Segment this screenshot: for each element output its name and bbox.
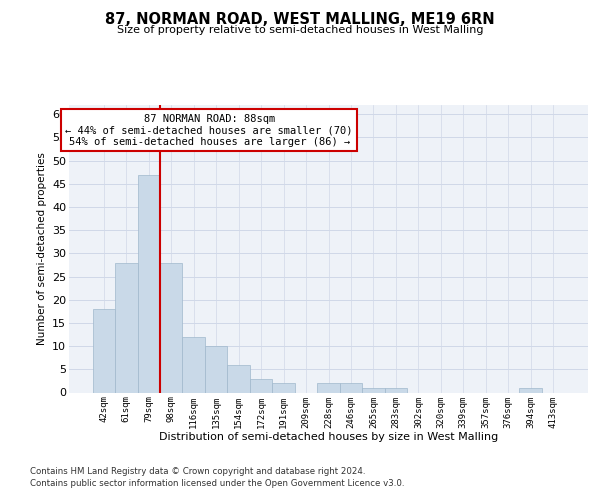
Bar xyxy=(340,383,362,392)
Bar xyxy=(272,383,295,392)
Text: Contains HM Land Registry data © Crown copyright and database right 2024.: Contains HM Land Registry data © Crown c… xyxy=(30,468,365,476)
Bar xyxy=(115,262,137,392)
Bar xyxy=(92,309,115,392)
Y-axis label: Number of semi-detached properties: Number of semi-detached properties xyxy=(37,152,47,345)
Bar xyxy=(317,383,340,392)
Text: 87 NORMAN ROAD: 88sqm
← 44% of semi-detached houses are smaller (70)
54% of semi: 87 NORMAN ROAD: 88sqm ← 44% of semi-deta… xyxy=(65,114,353,147)
Bar xyxy=(160,262,182,392)
Bar xyxy=(205,346,227,393)
Bar xyxy=(227,364,250,392)
Bar xyxy=(250,378,272,392)
Text: Contains public sector information licensed under the Open Government Licence v3: Contains public sector information licen… xyxy=(30,479,404,488)
Text: Size of property relative to semi-detached houses in West Malling: Size of property relative to semi-detach… xyxy=(117,25,483,35)
Text: Distribution of semi-detached houses by size in West Malling: Distribution of semi-detached houses by … xyxy=(159,432,499,442)
Bar xyxy=(362,388,385,392)
Bar xyxy=(182,337,205,392)
Bar xyxy=(385,388,407,392)
Bar xyxy=(137,174,160,392)
Text: 87, NORMAN ROAD, WEST MALLING, ME19 6RN: 87, NORMAN ROAD, WEST MALLING, ME19 6RN xyxy=(105,12,495,28)
Bar xyxy=(520,388,542,392)
